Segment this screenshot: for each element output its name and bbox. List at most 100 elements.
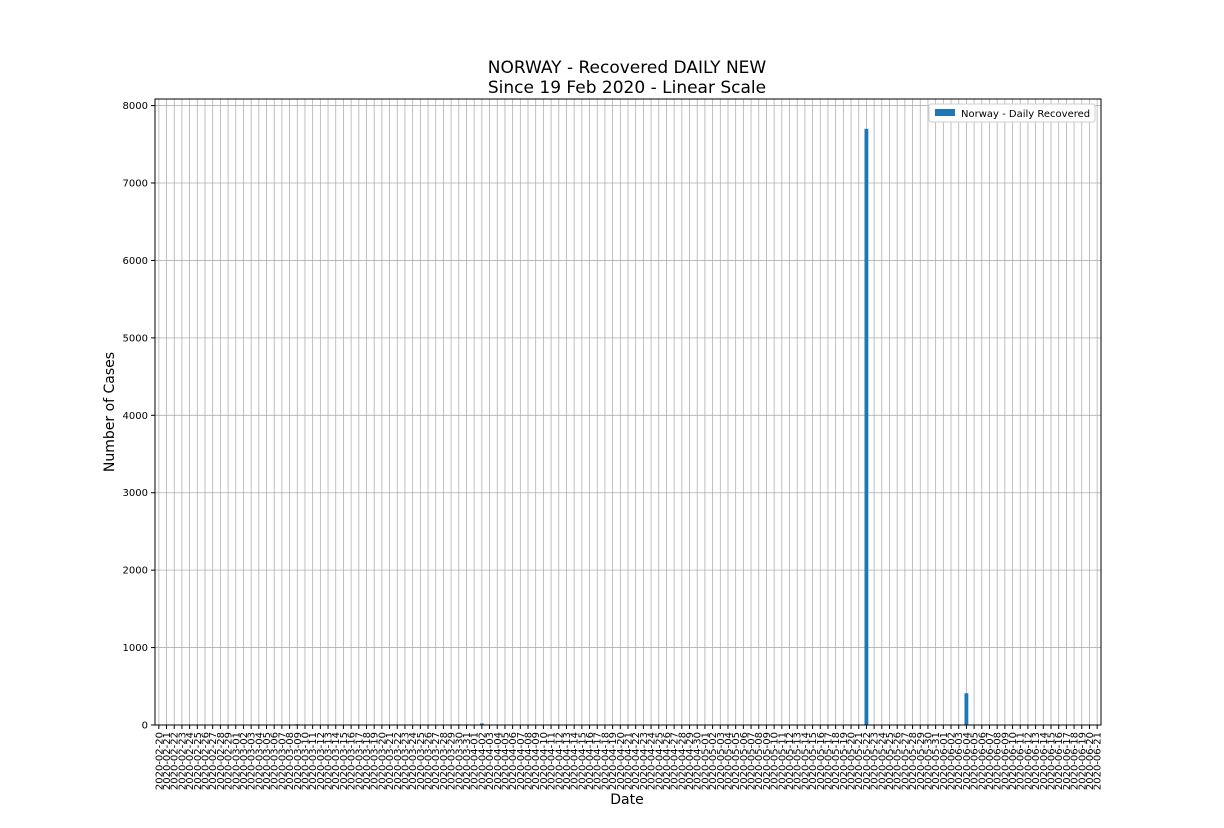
x-tick-label: 2020-04-20 bbox=[616, 732, 627, 790]
x-tick-label: 2020-04-25 bbox=[654, 732, 665, 790]
x-tick-label: 2020-06-11 bbox=[1016, 732, 1027, 790]
x-tick-label: 2020-03-15 bbox=[339, 732, 350, 790]
x-tick-label: 2020-03-01 bbox=[231, 732, 242, 790]
legend-swatch bbox=[935, 109, 955, 116]
plot-frame bbox=[154, 98, 1102, 726]
y-tick-label: 8000 bbox=[123, 101, 148, 112]
x-tick-label: 2020-05-11 bbox=[777, 732, 788, 790]
x-tick-label: 2020-06-15 bbox=[1047, 732, 1058, 790]
x-tick-label: 2020-06-13 bbox=[1031, 732, 1042, 790]
x-tick-label: 2020-06-01 bbox=[939, 732, 950, 790]
x-tick-label: 2020-06-09 bbox=[1000, 732, 1011, 790]
x-tick-label: 2020-04-22 bbox=[631, 732, 642, 790]
x-tick-label: 2020-05-04 bbox=[723, 732, 734, 790]
x-tick-label: 2020-04-13 bbox=[562, 732, 573, 790]
x-tick-label: 2020-04-23 bbox=[639, 732, 650, 790]
x-tick-label: 2020-03-23 bbox=[400, 732, 411, 790]
x-tick-label: 2020-04-07 bbox=[516, 732, 527, 790]
x-tick-label: 2020-03-25 bbox=[416, 732, 427, 790]
x-tick-label: 2020-05-24 bbox=[877, 732, 888, 790]
x-tick-label: 2020-05-02 bbox=[708, 732, 719, 790]
x-tick-label: 2020-04-29 bbox=[685, 732, 696, 790]
x-tick-label: 2020-06-18 bbox=[1070, 732, 1081, 790]
x-tick-label: 2020-03-16 bbox=[347, 732, 358, 790]
x-tick-label: 2020-04-21 bbox=[624, 732, 635, 790]
x-tick-label: 2020-04-03 bbox=[485, 732, 496, 790]
x-tick-label: 2020-04-11 bbox=[547, 732, 558, 790]
x-tick-label: 2020-04-15 bbox=[577, 732, 588, 790]
x-tick-label: 2020-03-13 bbox=[324, 732, 335, 790]
x-tick-label: 2020-02-21 bbox=[162, 732, 173, 790]
x-tick-label: 2020-04-16 bbox=[585, 732, 596, 790]
x-tick-label: 2020-06-04 bbox=[962, 732, 973, 790]
x-tick-label: 2020-06-17 bbox=[1062, 732, 1073, 790]
legend-label: Norway - Daily Recovered bbox=[961, 109, 1090, 120]
x-tick-label: 2020-05-03 bbox=[716, 732, 727, 790]
x-tick-label: 2020-05-18 bbox=[831, 732, 842, 790]
x-tick-label: 2020-04-30 bbox=[693, 732, 704, 790]
x-tick-label: 2020-06-10 bbox=[1008, 732, 1019, 790]
x-tick-label: 2020-03-26 bbox=[424, 732, 435, 790]
x-tick-label: 2020-03-08 bbox=[285, 732, 296, 790]
x-tick-label: 2020-05-31 bbox=[931, 732, 942, 790]
x-tick-label: 2020-03-22 bbox=[393, 732, 404, 790]
x-tick-label: 2020-03-31 bbox=[462, 732, 473, 790]
x-tick-label: 2020-02-29 bbox=[224, 732, 235, 790]
x-tick-label: 2020-04-18 bbox=[600, 732, 611, 790]
x-tick-label: 2020-02-23 bbox=[177, 732, 188, 790]
x-tick-label: 2020-03-21 bbox=[385, 732, 396, 790]
legend-box bbox=[928, 103, 1096, 123]
x-tick-label: 2020-05-16 bbox=[816, 732, 827, 790]
x-tick-label: 2020-05-06 bbox=[739, 732, 750, 790]
x-tick-label: 2020-03-24 bbox=[408, 732, 419, 790]
x-tick-label: 2020-03-12 bbox=[316, 732, 327, 790]
x-tick-label: 2020-06-19 bbox=[1077, 732, 1088, 790]
x-tick-label: 2020-04-28 bbox=[677, 732, 688, 790]
chart-subtitle: Since 19 Feb 2020 - Linear Scale bbox=[488, 78, 766, 98]
x-tick-label: 2020-03-27 bbox=[431, 732, 442, 790]
x-tick-label: 2020-05-28 bbox=[908, 732, 919, 790]
x-tick-label: 2020-04-08 bbox=[524, 732, 535, 790]
x-tick-label: 2020-04-06 bbox=[508, 732, 519, 790]
y-axis-label: Number of Cases bbox=[102, 352, 118, 472]
chart-title: NORWAY - Recovered DAILY NEW bbox=[488, 58, 767, 78]
x-tick-label: 2020-03-18 bbox=[362, 732, 373, 790]
x-tick-label: 2020-05-09 bbox=[762, 732, 773, 790]
x-tick-label: 2020-05-22 bbox=[862, 732, 873, 790]
x-tick-label: 2020-05-17 bbox=[823, 732, 834, 790]
x-tick-label: 2020-05-07 bbox=[747, 732, 758, 790]
x-tick-label: 2020-02-25 bbox=[193, 732, 204, 790]
x-tick-label: 2020-06-20 bbox=[1085, 732, 1096, 790]
x-tick-label: 2020-03-09 bbox=[293, 732, 304, 790]
x-tick-label: 2020-03-19 bbox=[370, 732, 381, 790]
x-tick-label: 2020-02-22 bbox=[170, 732, 181, 790]
x-tick-label: 2020-03-28 bbox=[439, 732, 450, 790]
x-tick-label: 2020-06-03 bbox=[954, 732, 965, 790]
x-tick-label: 2020-05-01 bbox=[700, 732, 711, 790]
x-tick-label: 2020-04-02 bbox=[477, 732, 488, 790]
x-axis-label: Date bbox=[610, 792, 643, 808]
x-tick-label: 2020-05-19 bbox=[839, 732, 850, 790]
x-tick-label: 2020-02-27 bbox=[208, 732, 219, 790]
x-tick-label: 2020-03-11 bbox=[308, 732, 319, 790]
x-tick-label: 2020-06-14 bbox=[1039, 732, 1050, 790]
y-tick-label: 7000 bbox=[123, 179, 148, 190]
x-tick-label: 2020-03-06 bbox=[270, 732, 281, 790]
x-tick-label: 2020-05-08 bbox=[754, 732, 765, 790]
x-tick-label: 2020-04-12 bbox=[554, 732, 565, 790]
x-tick-label: 2020-03-20 bbox=[377, 732, 388, 790]
x-tick-label: 2020-06-02 bbox=[947, 732, 958, 790]
y-tick-label: 1000 bbox=[123, 643, 148, 654]
x-tick-label: 2020-05-13 bbox=[793, 732, 804, 790]
x-tick-label: 2020-04-14 bbox=[570, 732, 581, 790]
x-tick-label: 2020-05-26 bbox=[893, 732, 904, 790]
x-tick-label: 2020-06-05 bbox=[970, 732, 981, 790]
x-tick-label: 2020-06-08 bbox=[993, 732, 1004, 790]
y-tick-label: 5000 bbox=[123, 333, 148, 344]
x-tick-label: 2020-06-12 bbox=[1023, 732, 1034, 790]
x-tick-label: 2020-05-15 bbox=[808, 732, 819, 790]
x-tick-label: 2020-04-10 bbox=[539, 732, 550, 790]
x-tick-label: 2020-03-04 bbox=[254, 732, 265, 790]
x-tick-label: 2020-06-07 bbox=[985, 732, 996, 790]
x-tick-label: 2020-05-21 bbox=[854, 732, 865, 790]
